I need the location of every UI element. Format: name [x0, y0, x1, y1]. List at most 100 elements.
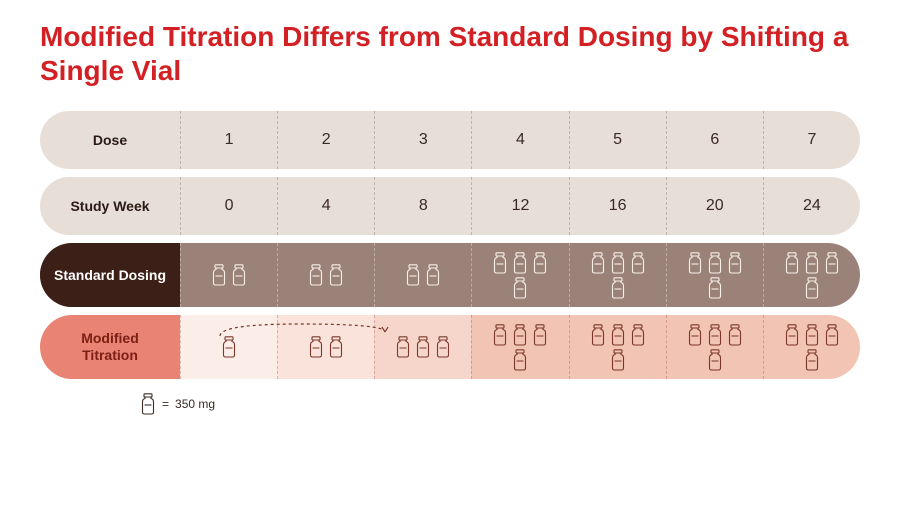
vial-icon: [784, 324, 800, 346]
dose-value: 7: [807, 131, 816, 149]
page-title: Modified Titration Differs from Standard…: [40, 20, 860, 87]
vial-group: [308, 264, 344, 286]
footnote: = 350 mg: [140, 393, 860, 415]
dose-value: 3: [419, 131, 428, 149]
footnote-text: 350 mg: [175, 397, 215, 411]
modified-cell: [180, 315, 277, 379]
vial-icon: [590, 252, 606, 274]
vial-icon: [492, 252, 508, 274]
vial-group: [683, 252, 747, 299]
vial-icon: [308, 264, 324, 286]
vial-icon: [140, 393, 156, 415]
vial-icon: [328, 264, 344, 286]
vial-icon: [512, 324, 528, 346]
week-value: 12: [512, 197, 530, 215]
vial-icon: [824, 252, 840, 274]
vial-icon: [590, 324, 606, 346]
vial-icon: [727, 324, 743, 346]
vial-icon: [512, 277, 528, 299]
vial-icon: [532, 252, 548, 274]
vial-icon: [512, 349, 528, 371]
vial-icon: [425, 264, 441, 286]
dose-cell: 4: [471, 111, 568, 169]
footnote-equals: =: [162, 397, 169, 411]
vial-icon: [707, 324, 723, 346]
modified-cell: [471, 315, 568, 379]
dose-cell: 5: [569, 111, 666, 169]
vial-group: [586, 324, 650, 371]
vial-icon: [221, 336, 237, 358]
vial-group: [488, 252, 552, 299]
vial-group: [488, 324, 552, 371]
vial-icon: [328, 336, 344, 358]
row-dose: Dose 1 2 3 4 5 6 7: [40, 111, 860, 169]
vial-group: [780, 252, 844, 299]
modified-cell: [763, 315, 860, 379]
standard-cell: [763, 243, 860, 307]
vial-icon: [610, 252, 626, 274]
standard-cell: [471, 243, 568, 307]
vial-icon: [707, 277, 723, 299]
week-cell: 8: [374, 177, 471, 235]
vial-icon: [727, 252, 743, 274]
standard-cell: [180, 243, 277, 307]
vial-icon: [492, 324, 508, 346]
vial-icon: [405, 264, 421, 286]
row-label-week: Study Week: [40, 177, 180, 235]
vial-icon: [512, 252, 528, 274]
dose-cell: 3: [374, 111, 471, 169]
vial-icon: [824, 324, 840, 346]
modified-cell: [374, 315, 471, 379]
vial-icon: [211, 264, 227, 286]
dose-cell: 1: [180, 111, 277, 169]
vial-group: [221, 336, 237, 358]
dose-cell: 2: [277, 111, 374, 169]
week-cell: 24: [763, 177, 860, 235]
vial-icon: [610, 277, 626, 299]
row-standard: Standard Dosing: [40, 243, 860, 307]
dose-value: 1: [225, 131, 234, 149]
vial-group: [211, 264, 247, 286]
vial-group: [308, 336, 344, 358]
vial-icon: [707, 349, 723, 371]
vial-icon: [610, 324, 626, 346]
week-cell: 0: [180, 177, 277, 235]
vial-icon: [395, 336, 411, 358]
dose-value: 4: [516, 131, 525, 149]
standard-cell: [277, 243, 374, 307]
dosing-chart: Dose 1234567 Study Week 04812162024 Stan…: [40, 111, 860, 379]
dose-value: 2: [322, 131, 331, 149]
vial-icon: [532, 324, 548, 346]
dose-value: 6: [710, 131, 719, 149]
vial-icon: [140, 393, 156, 415]
vial-icon: [630, 324, 646, 346]
row-modified: Modified Titration: [40, 315, 860, 379]
vial-icon: [435, 336, 451, 358]
standard-cell: [374, 243, 471, 307]
standard-cell: [666, 243, 763, 307]
dose-value: 5: [613, 131, 622, 149]
vial-icon: [804, 349, 820, 371]
vial-icon: [308, 336, 324, 358]
week-cell: 20: [666, 177, 763, 235]
modified-cell: [569, 315, 666, 379]
week-value: 4: [322, 197, 331, 215]
vial-group: [780, 324, 844, 371]
vial-icon: [415, 336, 431, 358]
row-label-dose: Dose: [40, 111, 180, 169]
week-cell: 4: [277, 177, 374, 235]
row-week: Study Week 04812162024: [40, 177, 860, 235]
vial-icon: [630, 252, 646, 274]
standard-cell: [569, 243, 666, 307]
week-cell: 12: [471, 177, 568, 235]
vial-icon: [610, 349, 626, 371]
vial-icon: [784, 252, 800, 274]
vial-icon: [804, 277, 820, 299]
vial-icon: [687, 252, 703, 274]
vial-icon: [687, 324, 703, 346]
dose-cell: 6: [666, 111, 763, 169]
modified-cell: [277, 315, 374, 379]
week-value: 0: [225, 197, 234, 215]
vial-icon: [804, 252, 820, 274]
week-value: 8: [419, 197, 428, 215]
